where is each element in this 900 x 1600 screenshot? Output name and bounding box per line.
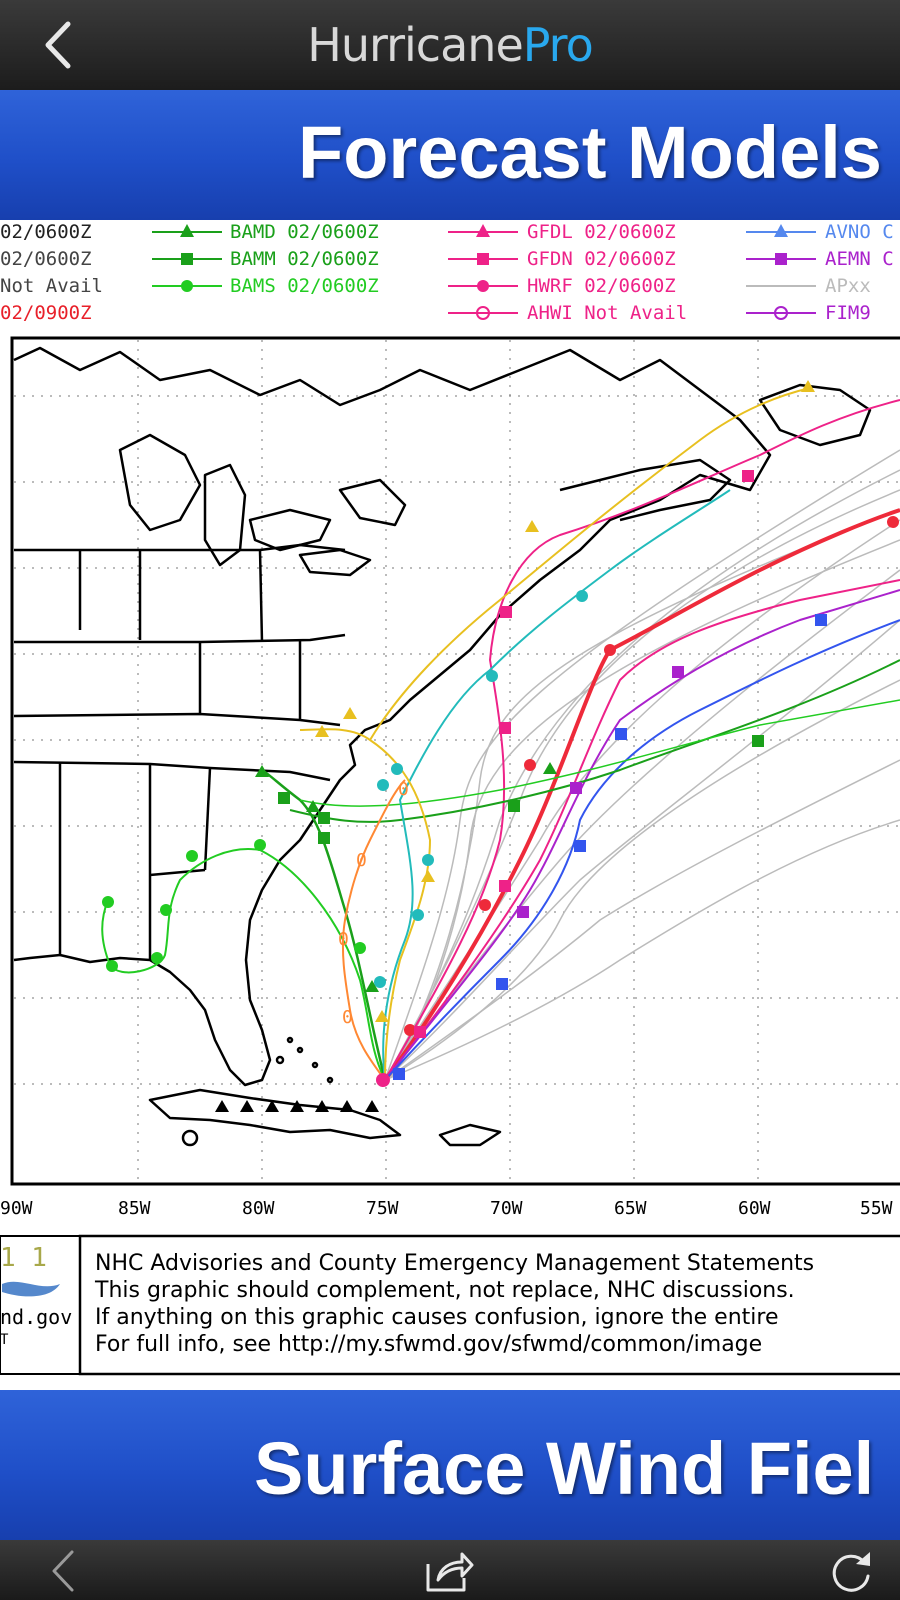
lon-label-65w: 65W bbox=[614, 1198, 647, 1219]
legend-hwrf: HWRF 02/0600Z bbox=[527, 275, 676, 297]
legend-col4: AVNO C AEMN C APxx FIM9 bbox=[746, 221, 894, 324]
legend-aemn: AEMN C bbox=[825, 248, 894, 270]
square-marker-icon bbox=[477, 253, 489, 265]
surface-wind-title: Surface Wind Fiel bbox=[254, 1427, 875, 1510]
legend-col1-row3: Not Avail bbox=[0, 275, 103, 297]
refresh-icon[interactable] bbox=[826, 1548, 876, 1594]
legend-apxx: APxx bbox=[825, 275, 871, 297]
forecast-models-title: Forecast Models bbox=[298, 111, 882, 194]
map-area: 0 0 0 0 bbox=[10, 336, 900, 1186]
legend-col1-row1: 02/0600Z bbox=[0, 221, 92, 243]
svg-text:0: 0 bbox=[338, 929, 349, 950]
disclaimer-line-3: If anything on this graphic causes confu… bbox=[95, 1305, 779, 1330]
legend-fim9: FIM9 bbox=[825, 302, 871, 324]
disclaimer-line-4: For full info, see http://my.sfwmd.gov/s… bbox=[95, 1332, 762, 1357]
sfwmd-logo: 1 1 nd.gov T bbox=[0, 1235, 81, 1375]
svg-text:0: 0 bbox=[398, 779, 409, 800]
svg-text:0: 0 bbox=[342, 1007, 353, 1028]
legend-bamm: BAMM 02/0600Z bbox=[230, 248, 379, 270]
app-title-pro: Pro bbox=[522, 18, 594, 72]
triangle-marker-icon bbox=[774, 224, 788, 237]
forecast-tracks bbox=[101, 387, 900, 1082]
legend-gfdl: GFDL 02/0600Z bbox=[527, 221, 676, 243]
back-chevron-icon[interactable] bbox=[38, 18, 78, 72]
lon-label-75w: 75W bbox=[366, 1198, 399, 1219]
forecast-map-svg: 02/0600Z 02/0600Z Not Avail 02/0900Z BAM… bbox=[0, 221, 900, 1376]
svg-text:0: 0 bbox=[356, 850, 367, 871]
wave-logo-icon bbox=[2, 1281, 60, 1297]
legend-ahwi: AHWI Not Avail bbox=[527, 302, 687, 324]
bottom-toolbar bbox=[0, 1540, 900, 1600]
disclaimer-line-2: This graphic should complement, not repl… bbox=[94, 1278, 795, 1303]
legend-gfdn: GFDN 02/0600Z bbox=[527, 248, 676, 270]
triangle-marker-icon bbox=[476, 224, 490, 237]
triangle-marker-icon bbox=[180, 224, 194, 237]
disclaimer-box: NHC Advisories and County Emergency Mana… bbox=[78, 1234, 900, 1376]
app-header: HurricanePro bbox=[0, 0, 900, 90]
lon-label-55w: 55W bbox=[860, 1198, 893, 1219]
legend-avno: AVNO C bbox=[825, 221, 894, 243]
legend-col1: 02/0600Z 02/0600Z Not Avail 02/0900Z bbox=[0, 221, 103, 324]
app-title-main: Hurricane bbox=[307, 18, 523, 72]
circle-marker-icon bbox=[477, 280, 489, 292]
lon-label-85w: 85W bbox=[118, 1198, 151, 1219]
forecast-models-banner[interactable]: Forecast Models bbox=[0, 90, 900, 220]
track-markers: 0 0 0 0 bbox=[102, 380, 899, 1087]
coastlines bbox=[13, 346, 872, 1147]
surface-wind-banner[interactable]: Surface Wind Fiel bbox=[0, 1390, 900, 1540]
longitude-axis: 90W 85W 80W 75W 70W 65W 60W 55W bbox=[0, 1198, 893, 1219]
arrow-left-icon[interactable] bbox=[38, 1548, 88, 1594]
square-marker-icon bbox=[181, 253, 193, 265]
lon-label-80w: 80W bbox=[242, 1198, 275, 1219]
legend-col3: GFDL 02/0600Z GFDN 02/0600Z HWRF 02/0600… bbox=[448, 221, 687, 324]
circle-marker-icon bbox=[181, 280, 193, 292]
square-marker-icon bbox=[775, 253, 787, 265]
legend-bamd: BAMD 02/0600Z bbox=[230, 221, 379, 243]
forecast-model-image[interactable]: 02/0600Z 02/0600Z Not Avail 02/0900Z BAM… bbox=[0, 220, 900, 1390]
legend-col1-row2: 02/0600Z bbox=[0, 248, 92, 270]
cuba-markers bbox=[215, 1100, 379, 1112]
legend-bams: BAMS 02/0600Z bbox=[230, 275, 379, 297]
app-title: HurricanePro bbox=[0, 18, 900, 72]
lon-label-90w: 90W bbox=[0, 1198, 33, 1219]
lon-label-70w: 70W bbox=[490, 1198, 523, 1219]
legend-col2: BAMD 02/0600Z BAMM 02/0600Z BAMS 02/0600… bbox=[152, 221, 379, 297]
logo-url: nd.gov bbox=[0, 1305, 72, 1329]
disclaimer-line-1: NHC Advisories and County Emergency Mana… bbox=[95, 1251, 814, 1276]
lon-label-60w: 60W bbox=[738, 1198, 771, 1219]
logo-sub: T bbox=[0, 1332, 9, 1348]
logo-text: 1 1 bbox=[0, 1243, 47, 1273]
share-icon[interactable] bbox=[424, 1548, 474, 1594]
legend-col1-row4: 02/0900Z bbox=[0, 302, 92, 324]
